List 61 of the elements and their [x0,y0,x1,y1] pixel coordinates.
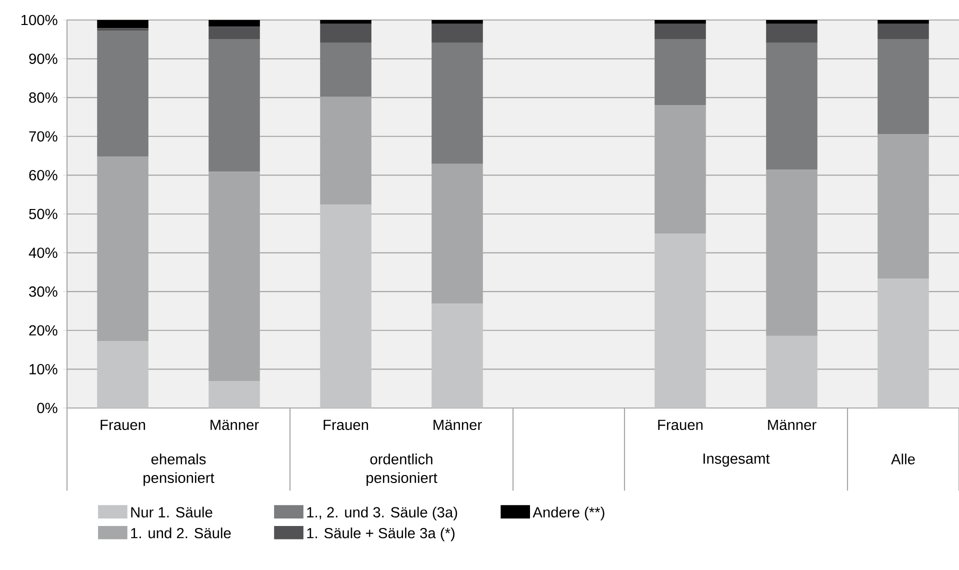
bar [654,234,706,408]
y-tick-label: 60% [29,170,58,180]
x-tick-label: Frauen [658,420,703,430]
y-tick-label: 80% [29,92,58,103]
x-tick-label: Frauen [100,420,146,430]
text: Alle [891,454,915,464]
text: Insgesamt [704,454,770,467]
bar [432,42,483,164]
y-tick-label: 40% [28,248,58,258]
x-tick-label: Frauen [324,420,368,430]
x-tick-label: Männer [434,420,482,430]
bar [320,24,372,43]
bar [766,24,818,43]
y-tick-label: 50% [29,208,58,220]
y-tick-label: 100% [21,14,58,26]
legend-label: Nur 1. Säule [131,506,212,518]
text: ordentlich pensioniert [366,454,438,486]
bar [766,336,818,408]
bar [654,20,706,24]
bar [97,28,148,31]
bar [97,156,148,342]
bar [97,30,148,157]
bar [878,20,929,24]
bar [766,42,818,170]
bar [766,20,818,24]
legend-label: 1., 2. und 3. Säule (3a) [307,506,458,520]
bar [878,134,929,279]
bar [432,20,483,24]
y-tick-label: 20% [29,325,58,336]
y-tick-label: 10% [30,364,58,374]
bar [878,24,929,40]
bar [97,20,148,28]
bar [654,104,706,234]
bar [97,341,148,408]
bar [208,39,260,172]
bar [320,204,372,408]
x-tick-label: Männer [210,420,259,430]
legend-label: 1. und 2. Säule [131,528,231,538]
bar [208,172,260,382]
bar [878,39,929,134]
legend-label: 1. Säule + Säule 3a (*) [307,528,454,542]
bar [320,42,372,97]
bar [208,20,260,27]
bar [208,26,260,40]
legend-label: Andere (**) [532,506,604,520]
bar [432,24,483,43]
bar [878,278,929,408]
y-tick-label: 0% [37,402,58,414]
bar [432,304,483,408]
y-tick-label: 70% [29,131,58,142]
bar [208,381,260,408]
bar [320,96,372,205]
y-tick-label: 30% [29,286,58,297]
bar [766,170,818,336]
bar [432,164,483,304]
y-tick-label: 90% [29,54,58,64]
x-tick-label: Männer [768,420,816,430]
text: ehemals pensioniert [144,454,214,486]
bar [654,39,706,105]
bar [654,24,706,40]
bar [320,20,372,24]
